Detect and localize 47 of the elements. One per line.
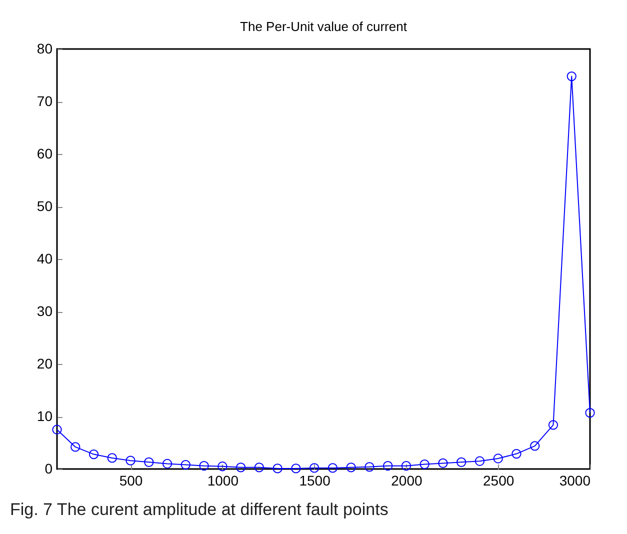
caption: Fig. 7 The curent amplitude at different fault points [10,500,388,520]
point [364,462,374,472]
point [420,459,430,470]
point [199,461,209,471]
point [493,454,503,464]
point [328,463,338,473]
chart-title: The Per-Unit value of current [240,19,408,34]
point [401,461,412,471]
point [254,462,264,472]
point [126,456,136,466]
point [236,462,246,472]
point [383,461,393,471]
point [144,457,154,467]
point [530,441,540,451]
point [474,456,485,466]
point [512,448,522,459]
y-tick-label: 0 [44,460,53,476]
point [346,462,356,472]
point [218,462,228,472]
x-tick-label: 2000 [391,472,422,488]
point [456,457,466,467]
x-tick-label: 3000 [559,472,591,488]
y-tick-label: 80 [36,40,53,56]
x-tick-label: 1000 [207,472,239,488]
y-tick-label: 70 [36,93,53,109]
x-tick-label: 1500 [299,472,331,488]
point [548,420,558,430]
point [585,408,595,418]
point [162,458,172,469]
point [309,463,320,473]
x-tick-label: 2500 [483,472,514,488]
point [88,449,99,460]
point [180,460,190,470]
point [52,424,62,434]
y-tick-label: 30 [36,303,53,319]
y-tick-label: 60 [36,146,53,162]
point [566,71,576,82]
point [107,453,117,463]
y-tick-label: 50 [36,198,53,214]
y-tick-label: 40 [36,250,53,266]
y-tick-label: 20 [36,356,53,372]
point [70,442,80,452]
y-tick-label: 10 [36,408,53,424]
point [438,458,448,468]
x-tick-label: 500 [119,472,143,488]
point [272,464,282,474]
point [291,464,301,474]
